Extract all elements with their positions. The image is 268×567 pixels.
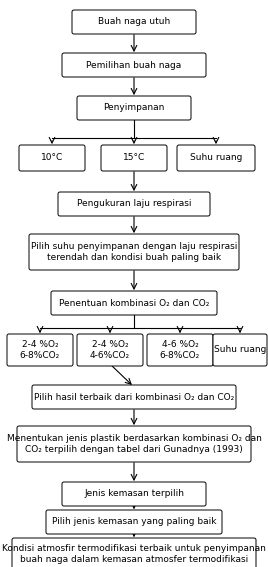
Text: Penyimpanan: Penyimpanan	[103, 104, 165, 112]
Text: Pengukuran laju respirasi: Pengukuran laju respirasi	[77, 200, 191, 209]
FancyBboxPatch shape	[7, 334, 73, 366]
Text: 2-4 %O₂
4-6%CO₂: 2-4 %O₂ 4-6%CO₂	[90, 340, 130, 360]
FancyBboxPatch shape	[72, 10, 196, 34]
Text: Menentukan jenis plastik berdasarkan kombinasi O₂ dan
CO₂ terpilih dengan tabel : Menentukan jenis plastik berdasarkan kom…	[6, 434, 262, 454]
FancyBboxPatch shape	[46, 510, 222, 534]
FancyBboxPatch shape	[62, 53, 206, 77]
Text: 10°C: 10°C	[41, 154, 63, 163]
FancyBboxPatch shape	[29, 234, 239, 270]
FancyBboxPatch shape	[213, 334, 267, 366]
FancyBboxPatch shape	[19, 145, 85, 171]
Text: Kondisi atmosfir termodifikasi terbaik untuk penyimpanan
buah naga dalam kemasan: Kondisi atmosfir termodifikasi terbaik u…	[2, 544, 266, 564]
Text: Pilih suhu penyimpanan dengan laju respirasi
terendah dan kondisi buah paling ba: Pilih suhu penyimpanan dengan laju respi…	[31, 242, 237, 262]
FancyBboxPatch shape	[51, 291, 217, 315]
FancyBboxPatch shape	[62, 482, 206, 506]
Text: Penentuan kombinasi O₂ dan CO₂: Penentuan kombinasi O₂ dan CO₂	[59, 298, 209, 307]
FancyBboxPatch shape	[101, 145, 167, 171]
FancyBboxPatch shape	[58, 192, 210, 216]
Text: 15°C: 15°C	[123, 154, 145, 163]
Text: Jenis kemasan terpilih: Jenis kemasan terpilih	[84, 489, 184, 498]
FancyBboxPatch shape	[17, 426, 251, 462]
Text: 4-6 %O₂
6-8%CO₂: 4-6 %O₂ 6-8%CO₂	[160, 340, 200, 360]
FancyBboxPatch shape	[147, 334, 213, 366]
FancyBboxPatch shape	[177, 145, 255, 171]
Text: Pilih hasil terbaik dari kombinasi O₂ dan CO₂: Pilih hasil terbaik dari kombinasi O₂ da…	[34, 392, 234, 401]
FancyBboxPatch shape	[32, 385, 236, 409]
FancyBboxPatch shape	[12, 538, 256, 567]
FancyBboxPatch shape	[77, 334, 143, 366]
Text: Suhu ruang: Suhu ruang	[190, 154, 242, 163]
Text: Pilih jenis kemasan yang paling baik: Pilih jenis kemasan yang paling baik	[52, 518, 216, 527]
FancyBboxPatch shape	[77, 96, 191, 120]
Text: Pemilihan buah naga: Pemilihan buah naga	[86, 61, 182, 70]
Text: 2-4 %O₂
6-8%CO₂: 2-4 %O₂ 6-8%CO₂	[20, 340, 60, 360]
Text: Buah naga utuh: Buah naga utuh	[98, 18, 170, 27]
Text: Suhu ruang: Suhu ruang	[214, 345, 266, 354]
